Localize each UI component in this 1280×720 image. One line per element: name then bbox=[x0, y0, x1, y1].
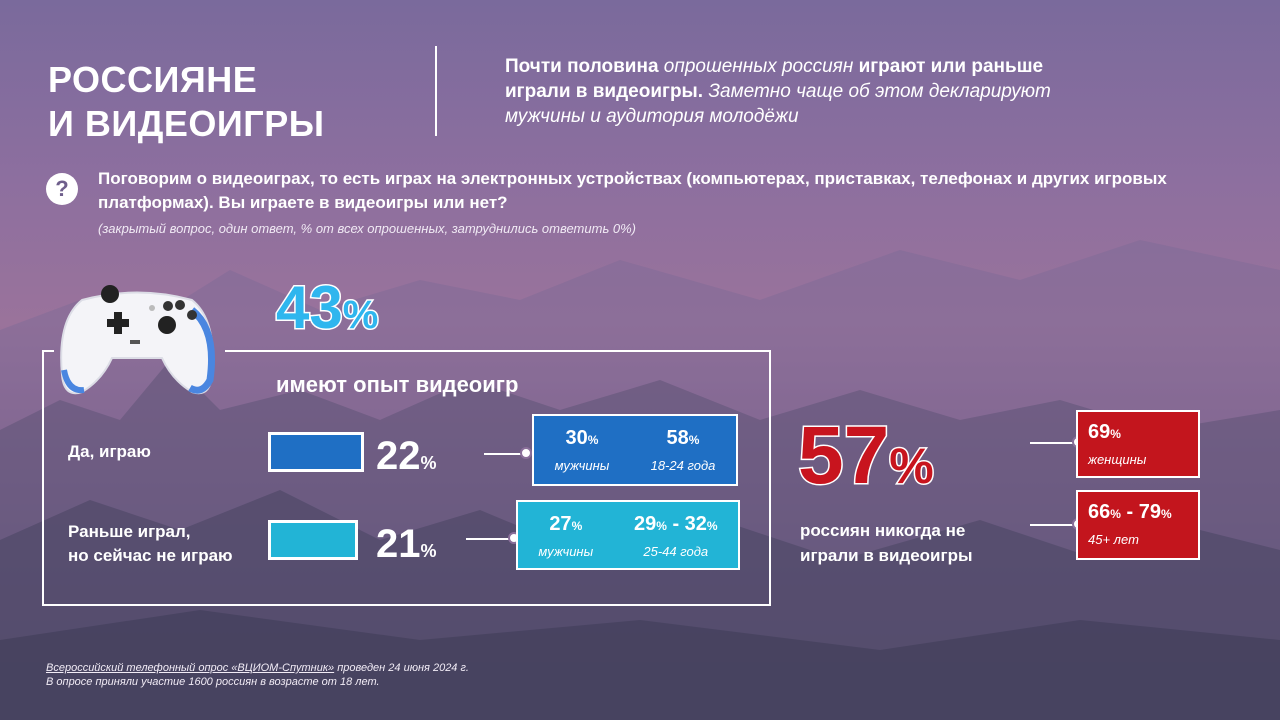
detail-value: 69% bbox=[1088, 420, 1188, 446]
footer-line-2: В опросе приняли участие 1600 россиян в … bbox=[46, 676, 380, 688]
row-label-played-line2: но сейчас не играю bbox=[68, 546, 233, 565]
detail-age-play: 58% 18-24 года bbox=[651, 426, 716, 473]
detail-sub: мужчины bbox=[554, 458, 610, 473]
detail-value: 58% bbox=[651, 426, 716, 452]
detail-unit: % bbox=[688, 433, 700, 447]
detail-number-2: 79 bbox=[1138, 501, 1161, 523]
detail-men-played: 27% мужчины bbox=[538, 512, 593, 559]
footer-date: проведен 24 июня 2024 г. bbox=[334, 662, 469, 674]
lead-bold-2: играют или раньше играли в видеоигры. bbox=[505, 56, 1044, 102]
title-line-2: И ВИДЕОИГРЫ bbox=[48, 103, 325, 144]
connector-dot-play bbox=[520, 447, 532, 459]
experience-value: 43% bbox=[275, 274, 380, 347]
detail-women: 69% женщины bbox=[1076, 410, 1200, 478]
detail-number: 69 bbox=[1088, 421, 1111, 443]
detail-value: 27% bbox=[538, 512, 593, 538]
value-played: 21% bbox=[376, 524, 437, 571]
experience-unit: % bbox=[341, 292, 380, 339]
detail-sub: мужчины bbox=[538, 544, 594, 559]
detail-sub: 25-44 года bbox=[643, 544, 709, 559]
question-note: (закрытый вопрос, один ответ, % от всех … bbox=[98, 221, 637, 236]
value-play-number: 22 bbox=[376, 434, 421, 478]
bar-play bbox=[268, 432, 364, 472]
detail-sub: женщины bbox=[1088, 452, 1147, 467]
footer-source: Всероссийский телефонный опрос «ВЦИОМ-Сп… bbox=[46, 661, 469, 689]
lead-bold-1: Почти половина bbox=[505, 56, 659, 77]
detail-number: 27 bbox=[549, 513, 572, 535]
connector-age bbox=[1030, 524, 1076, 526]
lead-text: Почти половина опрошенных россиян играют… bbox=[505, 54, 1065, 129]
never-label: россиян никогда не играли в видеоигры bbox=[800, 518, 972, 568]
frame-top-right bbox=[225, 350, 771, 352]
never-number: 57 bbox=[796, 410, 890, 501]
frame-top-left bbox=[42, 350, 54, 352]
detail-number: 66 bbox=[1088, 501, 1111, 523]
detail-number-2: 32 bbox=[684, 513, 707, 535]
footer-line-1: Всероссийский телефонный опрос «ВЦИОМ-Сп… bbox=[46, 661, 469, 675]
value-play: 22% bbox=[376, 436, 437, 483]
detail-sub: 45+ лет bbox=[1088, 532, 1139, 547]
value-play-unit: % bbox=[420, 453, 437, 473]
never-label-line2: играли в видеоигры bbox=[800, 546, 973, 565]
row-label-played-line1: Раньше играл, bbox=[68, 522, 191, 541]
question-icon: ? bbox=[46, 173, 78, 205]
details-played: 27% мужчины 29% - 32% 25-44 года bbox=[516, 500, 740, 570]
experience-label: имеют опыт видеоигр bbox=[276, 372, 519, 397]
details-play: 30% мужчины 58% 18-24 года bbox=[532, 414, 738, 486]
page-title: РОССИЯНЕ И ВИДЕОИГРЫ bbox=[48, 58, 324, 146]
detail-unit: % bbox=[656, 519, 667, 533]
row-label-played: Раньше играл, но сейчас не играю bbox=[68, 520, 233, 568]
detail-unit-2: % bbox=[706, 519, 718, 533]
detail-value: 29% - 32% bbox=[634, 512, 718, 538]
detail-sep: - bbox=[666, 513, 685, 535]
question-text: Поговорим о видеоиграх, то есть играх на… bbox=[98, 169, 1167, 212]
detail-number: 29 bbox=[633, 513, 657, 535]
detail-unit-2: % bbox=[1160, 507, 1172, 521]
bar-played bbox=[268, 520, 358, 560]
detail-sep: - bbox=[1120, 501, 1139, 523]
detail-age-never: 66% - 79% 45+ лет bbox=[1076, 490, 1200, 560]
connector-play bbox=[484, 453, 526, 455]
lead-italic-2: Заметно чаще об этом декларируют мужчины… bbox=[505, 81, 1051, 127]
experience-frame bbox=[42, 350, 771, 606]
gamepad-icon bbox=[60, 285, 216, 395]
detail-unit: % bbox=[1110, 507, 1121, 521]
detail-unit: % bbox=[1110, 427, 1121, 441]
detail-men-play: 30% мужчины bbox=[555, 426, 610, 473]
connector-women bbox=[1030, 442, 1076, 444]
detail-number: 30 bbox=[565, 427, 588, 449]
title-line-1: РОССИЯНЕ bbox=[48, 59, 258, 100]
title-divider bbox=[435, 46, 437, 136]
row-label-play: Да, играю bbox=[68, 442, 151, 461]
value-played-number: 21 bbox=[376, 522, 421, 566]
detail-sub: 18-24 года bbox=[650, 458, 716, 473]
experience-number: 43 bbox=[275, 274, 345, 341]
never-value: 57% bbox=[796, 412, 936, 508]
connector-played bbox=[466, 538, 514, 540]
detail-value: 66% - 79% bbox=[1088, 500, 1188, 526]
never-label-line1: россиян никогда не bbox=[800, 521, 966, 540]
lead-italic-1: опрошенных россиян bbox=[658, 56, 859, 77]
detail-value: 30% bbox=[555, 426, 610, 452]
value-played-unit: % bbox=[420, 541, 437, 561]
detail-unit: % bbox=[571, 519, 583, 533]
detail-number: 58 bbox=[666, 427, 689, 449]
never-unit: % bbox=[888, 437, 936, 496]
detail-unit: % bbox=[587, 433, 599, 447]
detail-age-played: 29% - 32% 25-44 года bbox=[634, 512, 718, 559]
footer-source-link: Всероссийский телефонный опрос «ВЦИОМ-Сп… bbox=[46, 662, 335, 674]
